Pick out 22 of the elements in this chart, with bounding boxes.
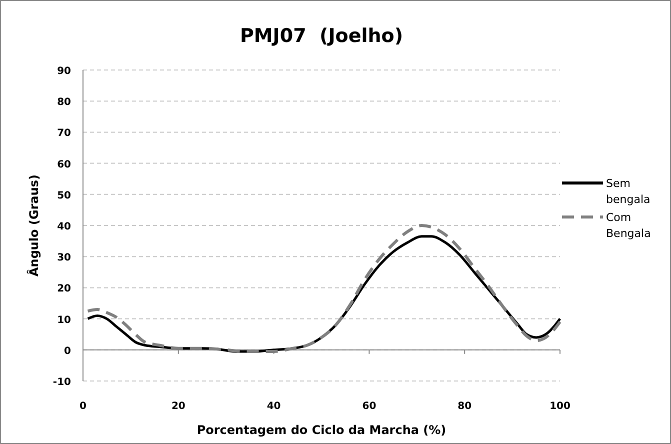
y-tick-label: 60 bbox=[57, 159, 72, 170]
y-tick-label: 70 bbox=[57, 128, 72, 140]
legend-label: Com Bengala bbox=[606, 211, 651, 240]
y-tick-label: 50 bbox=[57, 190, 72, 202]
x-tick-label: 60 bbox=[362, 401, 376, 412]
x-tick-label: 40 bbox=[266, 401, 281, 412]
y-tick-label: 80 bbox=[57, 97, 72, 108]
x-tick-label: 0 bbox=[80, 401, 87, 412]
x-tick-label: 100 bbox=[550, 401, 570, 412]
y-tick-label: 90 bbox=[57, 66, 72, 77]
y-tick-label: 30 bbox=[57, 252, 72, 264]
y-axis-title: Ângulo (Graus) bbox=[26, 174, 41, 277]
chart-title: PMJ07 (Joelho) bbox=[240, 25, 404, 47]
x-tick-label: 80 bbox=[458, 401, 472, 412]
y-tick-label: -10 bbox=[52, 377, 72, 388]
legend-label: Sem bengala bbox=[606, 177, 650, 206]
y-tick-label: 20 bbox=[57, 284, 72, 295]
x-tick-label: 20 bbox=[171, 401, 186, 412]
y-tick-label: 10 bbox=[57, 314, 72, 326]
y-tick-label: 40 bbox=[57, 222, 72, 232]
x-axis-title: Porcentagem do Ciclo da Marcha (%) bbox=[196, 423, 446, 437]
y-tick-label: 0 bbox=[64, 346, 72, 357]
